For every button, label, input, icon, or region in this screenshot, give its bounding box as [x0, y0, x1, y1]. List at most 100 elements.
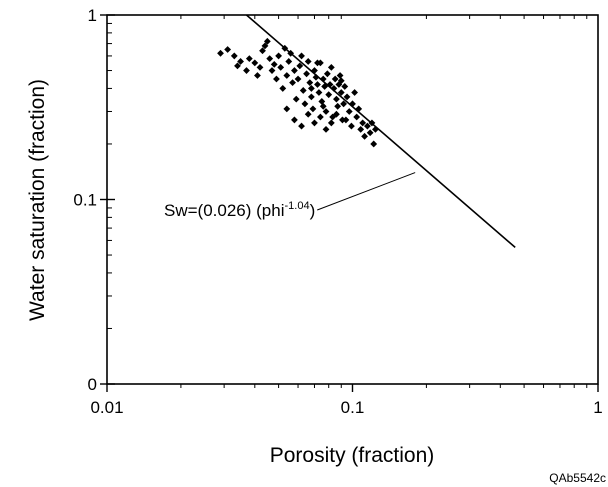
figure-id: QAb5542c: [549, 471, 606, 485]
annotation-group: Sw=(0.026) (phi-1.04): [164, 172, 416, 220]
x-tick-label: 1: [593, 398, 602, 417]
data-point: [326, 81, 334, 88]
data-point: [353, 113, 361, 121]
data-point: [351, 89, 359, 96]
data-point: [319, 75, 327, 83]
data-point: [261, 42, 269, 50]
data-point: [306, 79, 314, 87]
data-point: [268, 67, 276, 74]
data-point: [339, 116, 346, 124]
annotation-label: Sw=(0.026) (phi-1.04): [164, 200, 315, 220]
data-point: [319, 102, 327, 110]
data-point: [291, 67, 298, 74]
data-point: [343, 93, 351, 101]
data-point: [361, 132, 368, 140]
x-tick-label: 0.1: [341, 398, 365, 417]
data-point: [230, 52, 238, 60]
data-point: [336, 72, 344, 79]
data-point: [259, 47, 266, 55]
data-point: [325, 91, 333, 99]
data-point: [292, 95, 300, 103]
data-point: [298, 52, 305, 60]
y-tick-label: 0: [88, 375, 97, 394]
data-point: [315, 89, 323, 96]
data-point: [301, 100, 309, 108]
data-point: [366, 129, 374, 137]
y-axis-ticks: 00.11: [73, 6, 115, 394]
data-point: [337, 89, 345, 96]
data-point: [370, 140, 378, 148]
data-point: [333, 95, 340, 103]
data-point: [217, 49, 224, 57]
data-point: [322, 125, 330, 133]
data-point: [322, 108, 330, 115]
data-point: [335, 81, 343, 88]
data-point: [285, 58, 293, 65]
data-point: [273, 75, 280, 83]
data-point: [298, 122, 305, 130]
data-point: [245, 55, 253, 63]
data-point: [294, 75, 302, 83]
data-point: [266, 55, 274, 63]
data-point: [275, 52, 282, 60]
x-axis-title: Porosity (fraction): [270, 444, 435, 467]
data-point: [337, 77, 345, 85]
data-point: [279, 85, 287, 92]
data-point: [357, 125, 365, 133]
data-point: [364, 122, 371, 130]
data-point: [318, 98, 326, 105]
data-point: [327, 63, 335, 71]
data-point: [289, 79, 296, 87]
data-point: [316, 113, 324, 121]
data-point: [348, 122, 355, 130]
data-point: [299, 87, 307, 94]
data-point: [234, 62, 241, 70]
data-point: [355, 105, 363, 113]
data-point: [314, 59, 321, 67]
data-point: [323, 70, 331, 78]
data-point: [277, 63, 285, 71]
fit-line-group: [245, 14, 516, 249]
data-point: [270, 60, 278, 68]
axes: [106, 14, 599, 385]
data-point: [304, 58, 312, 65]
data-point: [304, 110, 312, 118]
data-point: [327, 119, 335, 127]
data-point: [334, 102, 342, 110]
data-point: [254, 72, 261, 79]
data-point: [256, 63, 264, 71]
data-point: [237, 58, 244, 65]
data-points: [217, 37, 379, 148]
data-point: [263, 37, 271, 45]
plot-frame: [106, 14, 599, 385]
data-point: [251, 59, 259, 67]
data-point: [359, 119, 367, 127]
data-point: [307, 85, 315, 92]
y-tick-label: 0.1: [73, 191, 97, 210]
data-point: [303, 70, 310, 78]
data-point: [283, 72, 291, 79]
data-point: [307, 93, 315, 101]
data-point: [342, 116, 350, 124]
y-tick-label: 1: [88, 6, 97, 25]
data-point: [224, 46, 232, 53]
x-tick-label: 0.01: [90, 398, 123, 417]
data-point: [329, 113, 337, 121]
y-axis-title: Water saturation (fraction): [26, 79, 49, 321]
data-point: [333, 110, 340, 118]
data-point: [314, 81, 321, 88]
data-point: [345, 108, 353, 115]
x-axis-ticks: 0.01 0.1 1: [90, 15, 603, 417]
data-point: [296, 62, 304, 70]
data-point: [311, 119, 318, 127]
data-point: [341, 83, 349, 90]
data-point: [349, 100, 356, 108]
annotation-leader-line: [317, 172, 416, 211]
data-point: [291, 116, 298, 124]
fit-line: [245, 14, 516, 249]
data-point: [331, 75, 339, 83]
data-point: [283, 105, 291, 113]
data-point: [309, 105, 317, 113]
data-point: [340, 100, 348, 108]
